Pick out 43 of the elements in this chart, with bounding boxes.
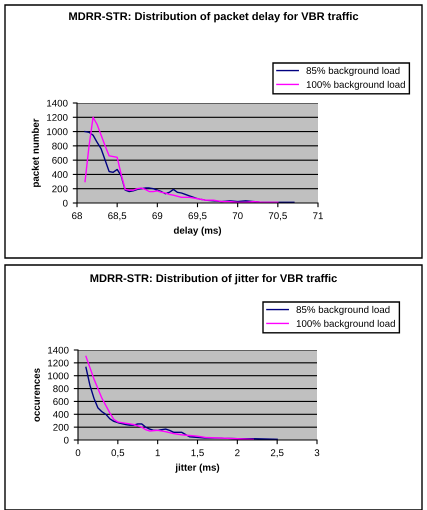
y-tick-label: 1400	[48, 346, 69, 354]
x-tick-label: 70,5	[268, 212, 287, 220]
y-tick-label: 200	[52, 185, 68, 192]
line-series	[85, 366, 278, 440]
y-tick-label: 600	[53, 398, 69, 406]
x-tick-label: 0	[76, 449, 80, 456]
line-series	[84, 116, 279, 203]
x-tick-label: 0,5	[111, 449, 124, 458]
line-series	[85, 356, 254, 440]
y-tick-label: 1400	[47, 100, 68, 107]
x-tick-label: 2,5	[270, 449, 284, 458]
x-tick-label: 69,5	[188, 212, 207, 220]
chart-title: MDRR-STR: Distribution of jitter for VBR traffic	[90, 274, 337, 284]
x-tick-label: 1,5	[191, 449, 204, 458]
x-tick-label: 68,5	[108, 212, 126, 220]
y-tick-label: 1200	[48, 360, 69, 366]
x-axis-title: delay (ms)	[174, 226, 222, 236]
x-tick-label: 69	[152, 212, 162, 220]
legend-label: 85% background load	[296, 306, 390, 315]
chart-title: MDRR-STR: Distribution of packet delay for VBR traffic	[69, 12, 358, 22]
y-tick-label: 800	[53, 385, 69, 392]
legend-label: 85% background load	[306, 66, 400, 76]
y-tick-label: 1200	[47, 114, 68, 121]
x-tick-label: 71	[313, 212, 323, 220]
x-tick-label: 1	[156, 449, 160, 456]
y-tick-label: 0	[62, 200, 68, 207]
x-tick-label: 68	[72, 212, 82, 220]
x-axis-title: jitter (ms)	[175, 464, 220, 473]
y-tick-label: 400	[52, 171, 68, 178]
y-tick-label: 800	[52, 142, 68, 150]
x-tick-label: 3	[314, 449, 320, 456]
legend-label: 100% background load	[296, 320, 395, 329]
y-tick-label: 600	[52, 156, 68, 164]
y-tick-label: 0	[64, 436, 69, 444]
y-axis-title: occurences	[34, 368, 40, 422]
y-axis-title: packet number	[32, 118, 41, 187]
y-tick-label: 1000	[47, 128, 68, 136]
y-tick-label: 1000	[48, 372, 69, 380]
legend-label: 100% background load	[306, 80, 405, 90]
y-tick-label: 200	[53, 424, 69, 431]
x-tick-label: 2	[235, 449, 240, 456]
y-tick-label: 400	[52, 411, 69, 418]
x-tick-label: 70	[232, 212, 243, 220]
